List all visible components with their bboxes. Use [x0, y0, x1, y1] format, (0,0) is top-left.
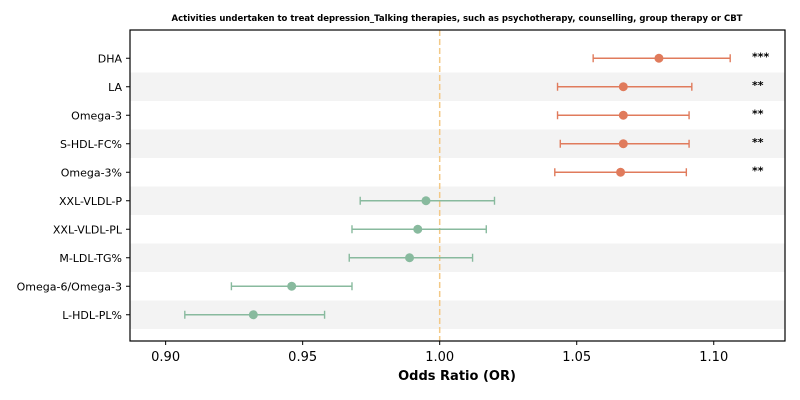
plot-marks [184, 53, 731, 320]
significance-label: ** [752, 164, 764, 177]
or-point [654, 53, 664, 63]
x-tick-label: 1.00 [425, 350, 454, 365]
category-label: Omega-3 [71, 109, 122, 122]
significance-labels: *********** [752, 50, 770, 177]
or-point [618, 82, 628, 92]
chart-title: Activities undertaken to treat depressio… [172, 14, 743, 24]
category-label: M-LDL-TG% [59, 252, 122, 265]
or-point [618, 139, 628, 149]
x-tick-label: 1.05 [562, 350, 591, 365]
x-axis-label: Odds Ratio (OR) [398, 369, 516, 384]
category-label: Omega-6/Omega-3 [17, 280, 122, 293]
category-label: LA [108, 81, 122, 94]
significance-label: ** [752, 79, 764, 92]
or-point [421, 196, 431, 206]
significance-label: ** [752, 107, 764, 120]
or-point [287, 281, 297, 291]
category-label: Omega-3% [61, 166, 122, 179]
plot-frame [129, 29, 786, 342]
category-label: XXL-VLDL-PL [53, 223, 123, 236]
x-tick-label: 0.95 [288, 350, 317, 365]
or-point [616, 167, 626, 177]
category-labels: DHA LA Omega-3 S-HDL-FC% Omega-3% XXL-VLDL-P X… [17, 52, 123, 322]
category-label: S-HDL-FC% [60, 138, 122, 151]
axes: 0.90 0.95 1.00 1.05 1.10 [126, 29, 786, 365]
x-tick-label: 0.90 [151, 350, 180, 365]
significance-label: ** [752, 136, 764, 149]
x-tick-label: 1.10 [699, 350, 728, 365]
or-point [413, 224, 423, 234]
or-point [248, 310, 258, 320]
or-point [405, 253, 415, 263]
category-label: DHA [98, 52, 123, 65]
significance-label: *** [752, 50, 770, 63]
category-label: L-HDL-PL% [62, 309, 122, 322]
or-point [618, 110, 628, 120]
category-label: XXL-VLDL-P [59, 195, 122, 208]
